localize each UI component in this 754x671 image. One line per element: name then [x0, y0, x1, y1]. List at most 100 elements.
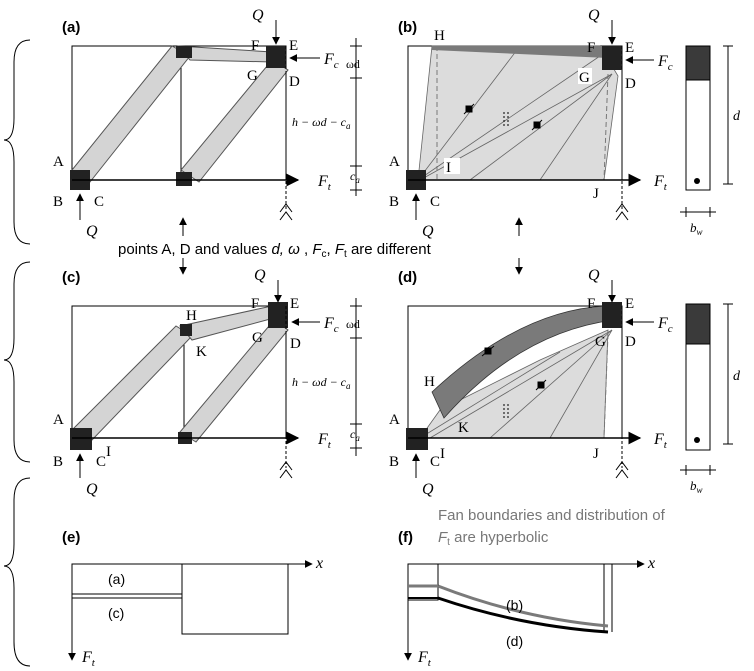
section-b-bw: bw [690, 220, 703, 237]
panel-a-support-symbol [279, 46, 293, 221]
panel-c-dim-lever: h − ωd − ca [292, 375, 351, 391]
panel-a-dim-lever: h − ωd − ca [292, 115, 351, 131]
panel-c-pt-E: E [290, 296, 299, 312]
panel-a-strut-1 [71, 45, 191, 183]
panel-a-Fc: Fc [323, 51, 339, 71]
panel-d-fan-line-1 [419, 351, 561, 439]
panel-d-fan-line-2 [429, 329, 613, 439]
panel-c-pt-G: G [252, 330, 263, 346]
panel-f-x-label: x [647, 555, 655, 572]
panel-a-Q-bottom: Q [86, 223, 98, 240]
fan-note-line1: Fan boundaries and distribution of [438, 507, 666, 524]
panel-b-fan-line-1 [417, 45, 521, 181]
panel-d-pt-C: C [430, 454, 440, 470]
panel-c-node-E [268, 302, 288, 328]
panel-b-Q-top: Q [588, 7, 600, 24]
panel-c-pt-A: A [53, 412, 64, 428]
panel-b-top-compression [432, 46, 608, 58]
panel-c-dim-c: ca [350, 427, 360, 443]
panel-e-box-right [181, 563, 289, 635]
panel-e-label: (e) [62, 529, 80, 546]
section-d-d: d [733, 369, 741, 384]
panel-a-label: (a) [62, 19, 80, 36]
panel-b-pt-F: F [587, 40, 595, 56]
panel-b-node-E [602, 46, 622, 70]
panel-c-pt-B: B [53, 454, 63, 470]
panel-d-pt-K: K [458, 420, 469, 436]
panel-d-label: (d) [398, 269, 417, 286]
panel-b-stress-symbols [463, 103, 543, 131]
panel-c-support-symbol [279, 306, 293, 479]
panel-c-Ft: Ft [317, 431, 332, 451]
panel-b-label: (b) [398, 19, 417, 36]
panel-b-dashed-J [603, 73, 609, 181]
panel-c-pt-F: F [251, 296, 259, 312]
panel-e-label-a: (a) [108, 571, 125, 587]
panel-d: (d) Q Q A B C I H K F E G D J Fc [389, 267, 673, 498]
panel-f-Ft-label: Ft [417, 649, 432, 669]
panel-c-dimension-chain: ωd h − ωd − ca ca [292, 298, 362, 456]
panel-d-node-E [602, 302, 622, 328]
panel-c-Q-top: Q [254, 267, 266, 284]
panel-d-pt-G: G [595, 334, 606, 350]
panel-e-Ft-label: Ft [81, 649, 96, 669]
panel-d-pt-B: B [389, 454, 399, 470]
panel-c-Fc: Fc [323, 315, 339, 335]
panel-c-pt-H: H [186, 308, 197, 324]
panel-c-pt-D: D [290, 336, 301, 352]
panel-a-pt-B: B [53, 194, 63, 210]
panel-b-pt-D: D [625, 76, 636, 92]
panel-b-fan-line-4 [469, 73, 613, 181]
panel-c-node-H [180, 324, 192, 336]
panel-c-label: (c) [62, 269, 80, 286]
panel-d-pt-H: H [424, 374, 435, 390]
panel-b-Fc: Fc [657, 53, 673, 73]
panel-e-x-label: x [315, 555, 323, 572]
panel-e: (e) x Ft (a) (c) [62, 529, 323, 669]
panel-d-pt-E: E [625, 296, 634, 312]
panel-a-Q-top: Q [252, 7, 264, 24]
panel-d-stress-symbols [481, 345, 547, 420]
panel-a-node-top-mid [176, 46, 192, 58]
panel-d-support-symbol [615, 306, 629, 479]
panel-a: (a) Q Q A B C F E G D Fc Ft [53, 7, 362, 240]
panel-d-pt-D: D [625, 334, 636, 350]
panel-f-label: (f) [398, 529, 413, 546]
panel-a-node-E [266, 46, 286, 68]
panel-d-node-A [406, 428, 428, 450]
panel-a-strut-2 [180, 59, 289, 183]
panel-c: (c) Q Q A B C I H K F E G D Fc Ft [53, 267, 362, 498]
panel-d-Fc: Fc [657, 315, 673, 335]
panel-d-dashed-J [603, 333, 609, 439]
section-d: d bw [680, 303, 741, 495]
panel-c-pt-C: C [96, 454, 106, 470]
panel-d-fan-line-3 [489, 329, 613, 439]
panel-b-pt-J: J [593, 186, 599, 202]
section-d-bw: bw [690, 478, 703, 495]
middle-note: points A, D and values d, ω , Fc, Ft are… [118, 241, 432, 260]
panel-a-pt-F: F [251, 38, 259, 54]
panel-b-pt-A: A [389, 154, 400, 170]
panel-b: (b) Q Q A B C H F E [389, 7, 673, 240]
panel-b-pt-G: G [579, 70, 590, 86]
panel-a-pt-A: A [53, 154, 64, 170]
panel-e-label-c: (c) [108, 605, 124, 621]
panel-b-fan-line-5 [539, 73, 613, 181]
panel-a-dim-omega-d: ωd [346, 57, 360, 71]
panel-c-pt-K: K [196, 344, 207, 360]
panel-f-label-b: (b) [506, 597, 523, 613]
panel-d-pt-A: A [389, 412, 400, 428]
panel-c-strut-1 [71, 325, 193, 441]
panel-a-dim-c: ca [350, 169, 360, 185]
panel-f-label-d: (d) [506, 633, 523, 649]
fan-note-line2: Ft are hyperbolic [438, 529, 549, 548]
panel-a-dimension-chain: ωd h − ωd − ca ca [292, 38, 362, 196]
panel-d-pt-F: F [587, 296, 595, 312]
panel-a-pt-D: D [289, 74, 300, 90]
panel-a-pt-C: C [94, 194, 104, 210]
section-b-d: d [733, 109, 741, 124]
panel-e-box-a [71, 563, 183, 595]
panel-b-support-symbol [615, 46, 629, 221]
section-b: d bw [680, 45, 741, 237]
panel-d-Q-top: Q [588, 267, 600, 284]
